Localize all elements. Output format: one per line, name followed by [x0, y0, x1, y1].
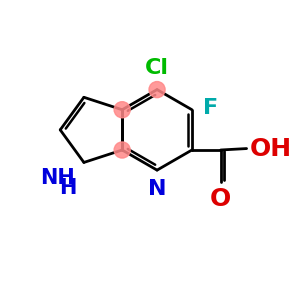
Text: O: O: [210, 187, 231, 211]
Circle shape: [114, 142, 130, 158]
Text: F: F: [203, 98, 218, 118]
Circle shape: [149, 82, 165, 98]
Text: Cl: Cl: [145, 58, 169, 77]
Text: N: N: [148, 179, 166, 199]
Text: OH: OH: [250, 136, 292, 160]
Text: NH: NH: [40, 168, 75, 188]
Text: H: H: [59, 178, 77, 198]
Circle shape: [114, 102, 130, 118]
